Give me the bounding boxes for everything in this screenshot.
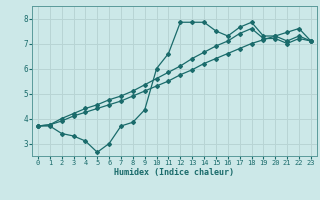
X-axis label: Humidex (Indice chaleur): Humidex (Indice chaleur) <box>115 168 234 177</box>
